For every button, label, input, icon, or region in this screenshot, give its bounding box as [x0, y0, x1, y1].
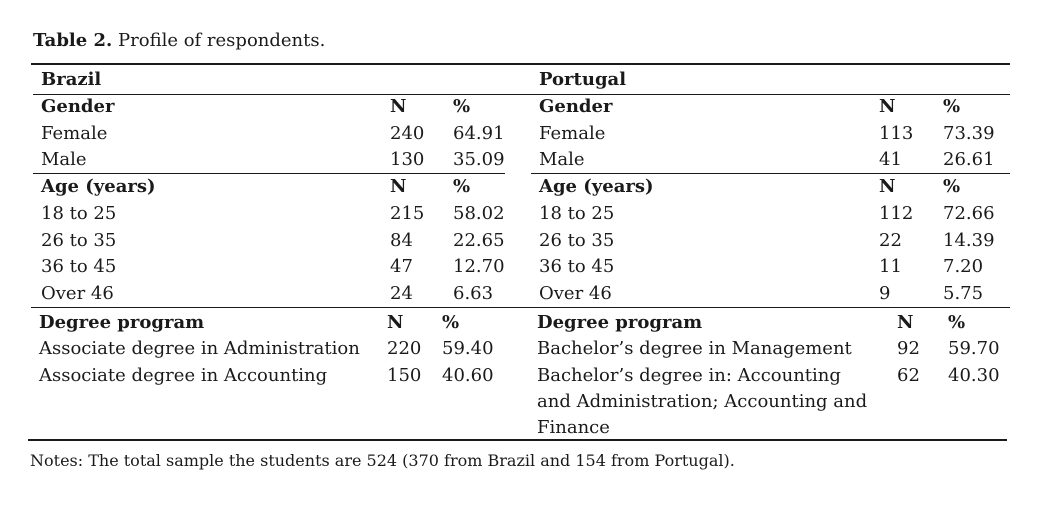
brazil-degree-row-label: Associate degree in Accounting [39, 365, 328, 386]
portugal-age-row-pct: 72.66 [943, 203, 995, 224]
brazil-age-heading: Age (years) [41, 176, 156, 197]
brazil-degree-pct-header: % [442, 312, 460, 333]
portugal-age-row-n: 112 [879, 203, 914, 224]
brazil-age-row-label: Over 46 [41, 283, 114, 304]
portugal-age-pct-header: % [943, 176, 961, 197]
brazil-gender-row-label: Female [41, 123, 108, 144]
portugal-age-n-header: N [879, 176, 896, 197]
country-brazil: Brazil [41, 69, 102, 90]
brazil-age-row-label: 26 to 35 [41, 230, 117, 251]
portugal-gender-row-label: Female [539, 123, 606, 144]
rule-country [33, 94, 1010, 95]
brazil-age-row-pct: 6.63 [453, 283, 494, 304]
portugal-gender-pct-header: % [943, 96, 961, 117]
brazil-degree-row-n: 220 [387, 338, 422, 359]
brazil-age-row-n: 47 [390, 256, 413, 277]
brazil-degree-heading: Degree program [39, 312, 205, 333]
rule-age [31, 307, 1010, 308]
portugal-gender-row-pct: 26.61 [943, 149, 995, 170]
portugal-degree-row-pct: 40.30 [948, 365, 1000, 386]
portugal-age-row-label: Over 46 [539, 283, 612, 304]
brazil-age-pct-header: % [453, 176, 471, 197]
brazil-gender-row-n: 130 [390, 149, 425, 170]
portugal-age-row-label: 36 to 45 [539, 256, 615, 277]
portugal-gender-row-n: 41 [879, 149, 902, 170]
rule-bottom [28, 439, 1007, 441]
portugal-degree-row-label-line: and Administration; Accounting and [537, 391, 868, 412]
portugal-degree-row-label: Bachelor’s degree in Management [537, 338, 852, 359]
portugal-gender-n-header: N [879, 96, 896, 117]
brazil-degree-row-pct: 59.40 [442, 338, 494, 359]
brazil-degree-row-label: Associate degree in Administration [39, 338, 360, 359]
brazil-age-row-pct: 22.65 [453, 230, 505, 251]
brazil-gender-heading: Gender [41, 96, 115, 117]
portugal-gender-row-label: Male [539, 149, 585, 170]
brazil-degree-n-header: N [387, 312, 404, 333]
brazil-degree-row-n: 150 [387, 365, 422, 386]
brazil-age-row-n: 24 [390, 283, 413, 304]
rule-gender-left [33, 173, 505, 174]
portugal-age-row-n: 11 [879, 256, 902, 277]
table-number: Table 2. [33, 30, 113, 51]
brazil-gender-row-pct: 64.91 [453, 123, 505, 144]
portugal-degree-row-pct: 59.70 [948, 338, 1000, 359]
portugal-age-heading: Age (years) [539, 176, 654, 197]
portugal-gender-row-pct: 73.39 [943, 123, 995, 144]
brazil-gender-pct-header: % [453, 96, 471, 117]
table-notes: Notes: The total sample the students are… [30, 451, 735, 470]
brazil-age-row-pct: 58.02 [453, 203, 505, 224]
portugal-age-row-n: 9 [879, 283, 891, 304]
portugal-gender-heading: Gender [539, 96, 613, 117]
table-title: Profile of respondents. [118, 30, 326, 51]
portugal-age-row-pct: 7.20 [943, 256, 984, 277]
brazil-gender-n-header: N [390, 96, 407, 117]
portugal-degree-row-label-line: Bachelor’s degree in: Accounting [537, 365, 841, 386]
brazil-age-row-label: 36 to 45 [41, 256, 117, 277]
brazil-gender-row-label: Male [41, 149, 87, 170]
brazil-degree-row-pct: 40.60 [442, 365, 494, 386]
portugal-degree-row-n: 62 [897, 365, 920, 386]
portugal-gender-row-n: 113 [879, 123, 914, 144]
table-caption: Table 2. Profile of respondents. [33, 32, 325, 50]
portugal-age-row-pct: 5.75 [943, 283, 984, 304]
portugal-degree-n-header: N [897, 312, 914, 333]
portugal-degree-row-n: 92 [897, 338, 920, 359]
brazil-age-row-label: 18 to 25 [41, 203, 117, 224]
portugal-age-row-n: 22 [879, 230, 902, 251]
brazil-age-n-header: N [390, 176, 407, 197]
portugal-age-row-label: 26 to 35 [539, 230, 615, 251]
brazil-gender-row-pct: 35.09 [453, 149, 505, 170]
portugal-degree-pct-header: % [948, 312, 966, 333]
brazil-gender-row-n: 240 [390, 123, 425, 144]
brazil-age-row-n: 84 [390, 230, 413, 251]
portugal-degree-row-label-line: Finance [537, 417, 610, 438]
portugal-age-row-pct: 14.39 [943, 230, 995, 251]
country-portugal: Portugal [539, 69, 627, 90]
brazil-age-row-pct: 12.70 [453, 256, 505, 277]
portugal-degree-heading: Degree program [537, 312, 703, 333]
brazil-age-row-n: 215 [390, 203, 425, 224]
portugal-age-row-label: 18 to 25 [539, 203, 615, 224]
rule-top [31, 63, 1010, 65]
rule-gender-right [531, 173, 1010, 174]
